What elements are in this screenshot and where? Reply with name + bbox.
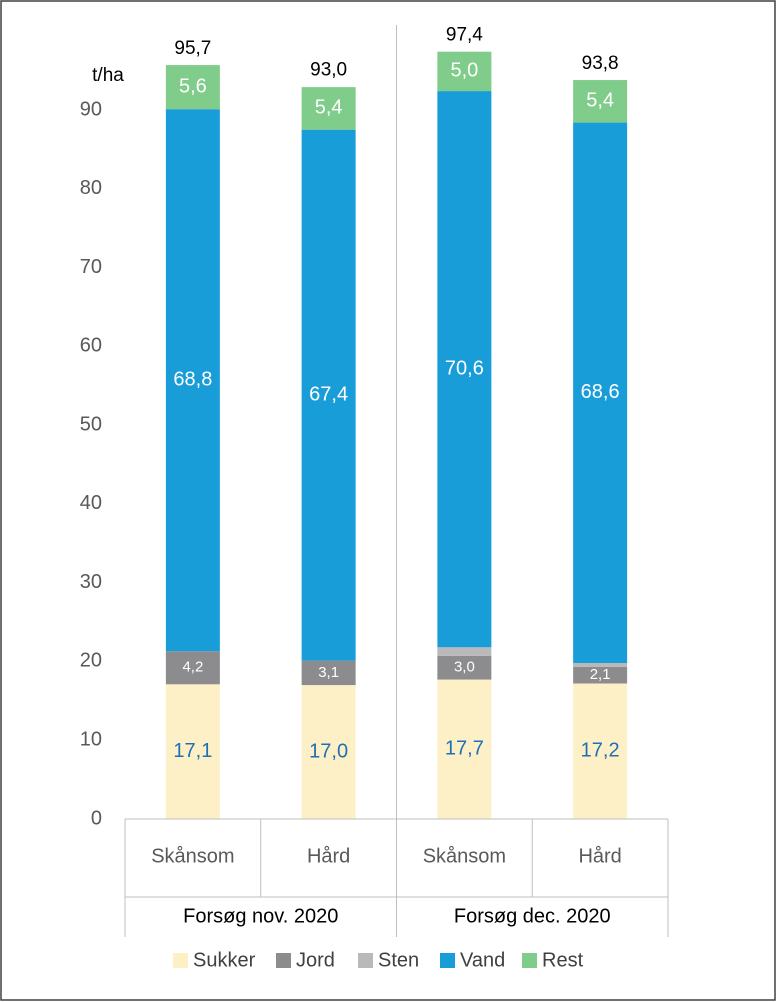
x-tick-label: Skånsom <box>151 845 234 867</box>
legend-label: Sukker <box>193 949 256 971</box>
y-tick-label: 80 <box>80 177 102 199</box>
y-tick-label: 30 <box>80 571 102 593</box>
bar-segment <box>437 51 492 92</box>
group-label: Forsøg dec. 2020 <box>454 905 611 927</box>
bar-segment <box>437 679 492 819</box>
data-label: 2,1 <box>590 666 611 683</box>
bar-segment <box>165 65 220 110</box>
bar-segment <box>573 683 628 819</box>
x-tick-label: Hård <box>578 845 621 867</box>
legend-swatch <box>440 953 455 968</box>
bar-segment <box>573 663 628 667</box>
data-label: 3,0 <box>454 659 475 676</box>
bar-segment <box>437 655 492 680</box>
y-tick-label: 20 <box>80 650 102 672</box>
y-tick-label: 90 <box>80 98 102 120</box>
data-label: 5,6 <box>179 75 207 97</box>
bar-segment <box>573 666 628 684</box>
bar-segment <box>301 87 356 130</box>
y-tick-label: 10 <box>80 729 102 751</box>
total-label: 97,4 <box>446 25 483 46</box>
data-label: 3,1 <box>318 664 339 681</box>
data-label: 5,4 <box>586 90 614 112</box>
bar-segment <box>437 647 492 656</box>
x-tick-label: Skånsom <box>423 845 506 867</box>
total-label: 95,7 <box>174 38 211 59</box>
y-tick-label: 40 <box>80 492 102 514</box>
data-label: 67,4 <box>309 383 348 405</box>
data-label: 17,1 <box>173 740 212 762</box>
legend-label: Jord <box>296 949 335 971</box>
data-label: 5,0 <box>450 60 478 82</box>
bar-segment <box>165 651 220 685</box>
legend-label: Rest <box>542 949 584 971</box>
bar-segment <box>165 684 220 819</box>
legend-label: Vand <box>460 949 505 971</box>
data-label: 70,6 <box>445 357 484 379</box>
bar-segment <box>301 685 356 819</box>
data-label: 17,7 <box>445 738 484 760</box>
y-axis-label: t/ha <box>92 65 124 86</box>
y-tick-label: 0 <box>91 807 102 829</box>
bar-segment <box>573 122 628 664</box>
data-label: 68,6 <box>581 381 620 403</box>
y-tick-label: 70 <box>80 256 102 278</box>
legend-swatch <box>358 953 373 968</box>
legend-swatch <box>276 953 291 968</box>
data-label: 17,2 <box>581 740 620 762</box>
legend-label: Sten <box>378 949 419 971</box>
y-tick-label: 60 <box>80 335 102 357</box>
y-tick-label: 50 <box>80 413 102 435</box>
total-label: 93,8 <box>582 53 619 74</box>
data-label: 4,2 <box>182 659 203 676</box>
bar-segment <box>165 109 220 652</box>
data-label: 5,4 <box>315 97 343 119</box>
legend-swatch <box>522 953 537 968</box>
bar-segment <box>301 660 356 686</box>
bar-segment <box>301 129 356 661</box>
data-label: 17,0 <box>309 740 348 762</box>
data-label: 68,8 <box>173 368 212 390</box>
bar-segment <box>573 80 628 123</box>
total-label: 93,0 <box>310 59 347 80</box>
bar-segment <box>437 91 492 648</box>
legend-swatch <box>173 953 188 968</box>
group-label: Forsøg nov. 2020 <box>183 905 338 927</box>
x-tick-label: Hård <box>307 845 350 867</box>
